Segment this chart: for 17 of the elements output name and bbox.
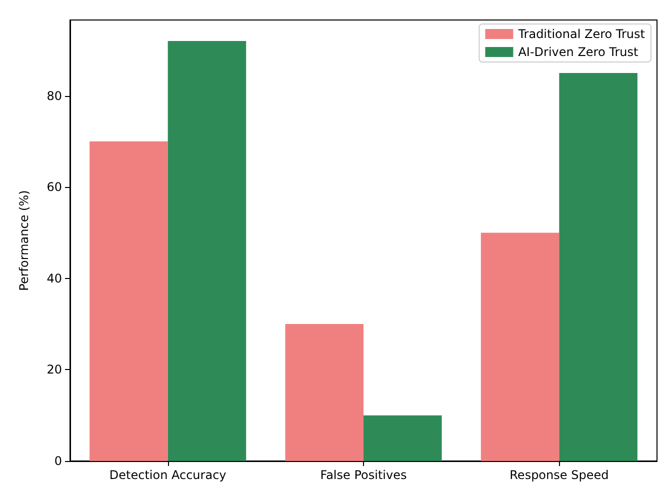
y-tick-label: 40: [46, 271, 62, 286]
x-tick-label: False Positives: [320, 468, 407, 482]
bar: [168, 41, 246, 461]
bar: [285, 324, 364, 461]
bar: [90, 141, 168, 461]
y-axis-title: Performance (%): [17, 190, 31, 291]
x-tick-label: Detection Accuracy: [109, 468, 226, 482]
y-tick-label: 20: [46, 362, 62, 377]
y-tick-label: 60: [46, 180, 62, 194]
legend-label: Traditional Zero Trust: [517, 27, 646, 41]
legend-label: AI-Driven Zero Trust: [518, 45, 638, 59]
bar: [364, 415, 442, 461]
bar: [559, 72, 638, 461]
bar: [480, 232, 560, 461]
y-tick-label: 0: [54, 454, 62, 468]
x-tick-label: Response Speed: [510, 468, 609, 482]
y-tick-label: 80: [46, 88, 62, 103]
